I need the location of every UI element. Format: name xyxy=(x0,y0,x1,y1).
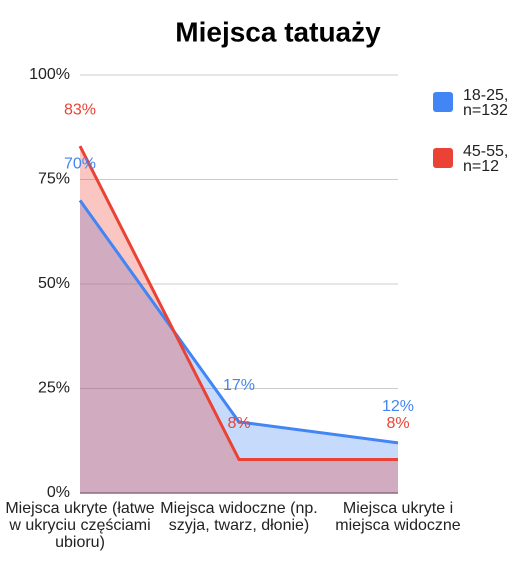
y-tick-label: 25% xyxy=(38,380,70,397)
data-label: 12% xyxy=(382,398,414,415)
legend-swatch xyxy=(433,92,453,112)
y-tick-label: 50% xyxy=(38,275,70,292)
legend-label: 18-25, n=132 xyxy=(463,87,509,119)
legend-swatch xyxy=(433,148,453,168)
x-tick-label: Miejsca widoczne (np. szyja, twarz, dłon… xyxy=(160,500,318,534)
y-tick-label: 100% xyxy=(29,66,70,83)
data-label: 17% xyxy=(223,377,255,394)
y-tick-label: 0% xyxy=(47,484,70,501)
data-label: 83% xyxy=(64,101,96,118)
data-label: 70% xyxy=(64,156,96,173)
area-fill xyxy=(80,200,398,493)
line xyxy=(78,145,398,462)
line xyxy=(78,199,399,445)
x-tick-label: Miejsca ukryte i miejsca widoczne xyxy=(335,500,461,534)
x-tick-label: Miejsca ukryte (łatwe w ukryciu częściam… xyxy=(5,500,155,551)
legend-label: 45-55, n=12 xyxy=(463,143,509,175)
chart-title: Miejsca tatuaży xyxy=(175,16,381,47)
y-tick-label: 75% xyxy=(38,171,70,188)
area-fill xyxy=(80,146,398,493)
data-label: 8% xyxy=(386,415,409,432)
data-label: 8% xyxy=(227,415,250,432)
